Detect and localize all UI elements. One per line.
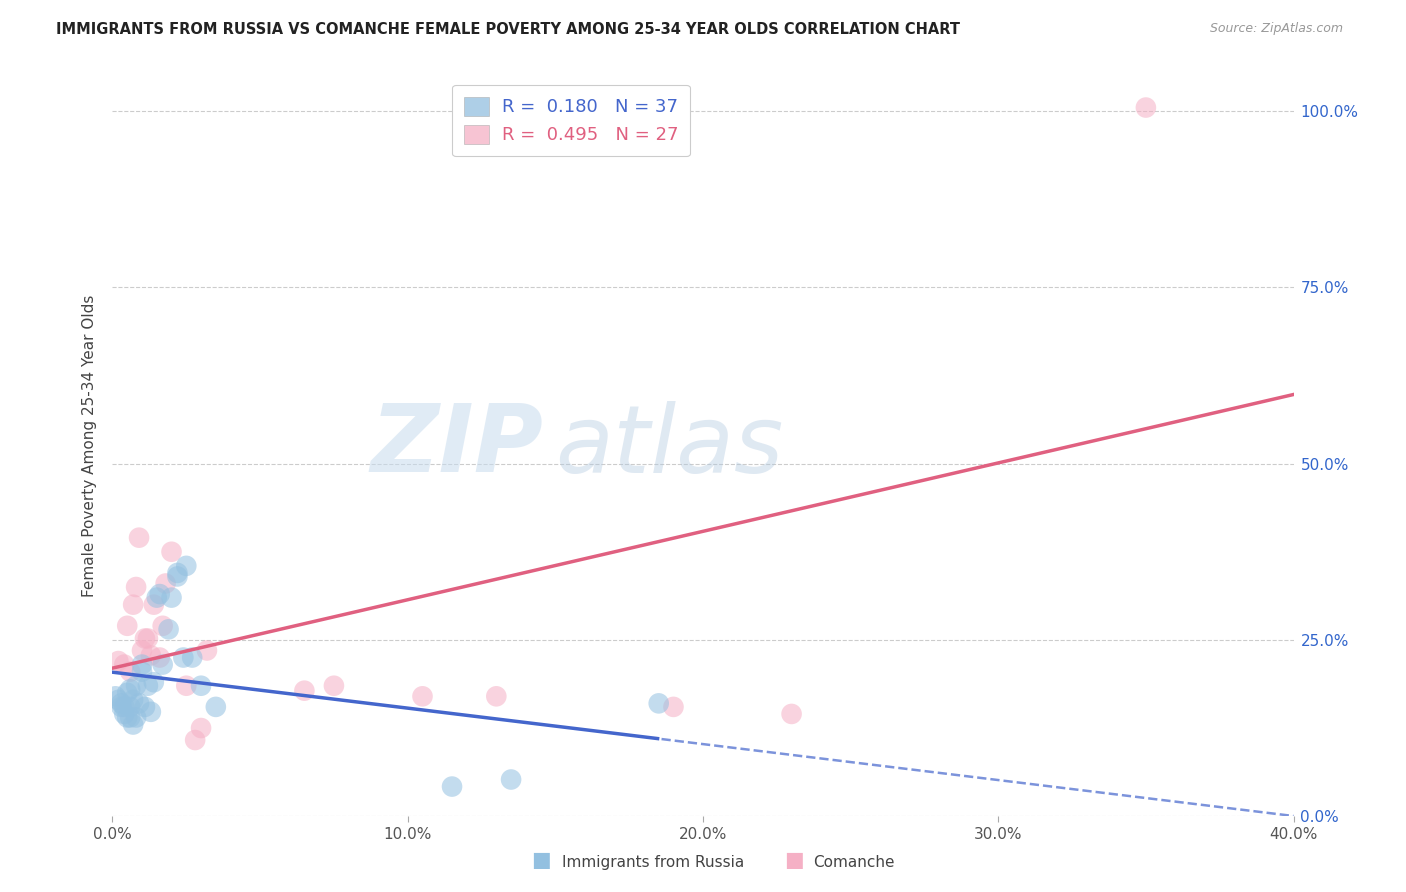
Point	[160, 545, 183, 559]
Point	[172, 650, 194, 665]
Point	[120, 682, 142, 697]
Point	[112, 699, 135, 714]
Point	[152, 619, 174, 633]
Point	[142, 675, 165, 690]
Text: Source: ZipAtlas.com: Source: ZipAtlas.com	[1209, 22, 1343, 36]
Point	[152, 657, 174, 672]
Point	[190, 721, 212, 735]
Point	[125, 580, 148, 594]
Point	[128, 531, 150, 545]
Point	[112, 706, 135, 721]
Point	[155, 576, 177, 591]
Point	[136, 679, 159, 693]
Point	[142, 598, 165, 612]
Point	[117, 710, 138, 724]
Point	[125, 710, 148, 724]
Point	[122, 598, 145, 612]
Point	[441, 780, 464, 794]
Point	[292, 683, 315, 698]
Point	[146, 591, 169, 605]
Point	[122, 693, 145, 707]
Point	[122, 717, 145, 731]
Point	[107, 654, 129, 668]
Point	[128, 697, 150, 711]
Point	[195, 643, 218, 657]
Text: IMMIGRANTS FROM RUSSIA VS COMANCHE FEMALE POVERTY AMONG 25-34 YEAR OLDS CORRELAT: IMMIGRANTS FROM RUSSIA VS COMANCHE FEMAL…	[56, 22, 960, 37]
Point	[131, 657, 153, 672]
Point	[323, 679, 346, 693]
Point	[174, 558, 197, 573]
Text: Comanche: Comanche	[813, 855, 894, 870]
Point	[411, 690, 433, 704]
Text: ■: ■	[531, 850, 551, 870]
Point	[501, 772, 523, 787]
Point	[112, 657, 135, 672]
Point	[125, 679, 148, 693]
Point	[104, 690, 127, 704]
Point	[485, 690, 508, 704]
Point	[190, 679, 212, 693]
Point	[134, 632, 156, 646]
Y-axis label: Female Poverty Among 25-34 Year Olds: Female Poverty Among 25-34 Year Olds	[82, 295, 97, 597]
Point	[149, 587, 172, 601]
Point	[136, 632, 159, 646]
Point	[174, 679, 197, 693]
Point	[166, 569, 188, 583]
Text: ZIP: ZIP	[371, 400, 544, 492]
Text: Immigrants from Russia: Immigrants from Russia	[562, 855, 745, 870]
Text: ■: ■	[785, 850, 804, 870]
Point	[662, 699, 685, 714]
Point	[149, 650, 172, 665]
Point	[166, 566, 188, 580]
Point	[134, 699, 156, 714]
Text: atlas: atlas	[555, 401, 783, 491]
Point	[139, 705, 162, 719]
Point	[1135, 101, 1157, 115]
Point	[205, 699, 228, 714]
Point	[110, 697, 132, 711]
Point	[107, 693, 129, 707]
Point	[780, 706, 803, 721]
Legend: R =  0.180   N = 37, R =  0.495   N = 27: R = 0.180 N = 37, R = 0.495 N = 27	[453, 85, 690, 156]
Point	[184, 733, 207, 747]
Point	[120, 699, 142, 714]
Point	[647, 697, 671, 711]
Point	[181, 650, 204, 665]
Point	[160, 591, 183, 605]
Point	[117, 619, 138, 633]
Point	[131, 643, 153, 657]
Point	[117, 686, 138, 700]
Point	[120, 710, 142, 724]
Point	[131, 665, 153, 679]
Point	[110, 699, 132, 714]
Point	[120, 665, 142, 679]
Point	[139, 648, 162, 663]
Point	[157, 623, 180, 637]
